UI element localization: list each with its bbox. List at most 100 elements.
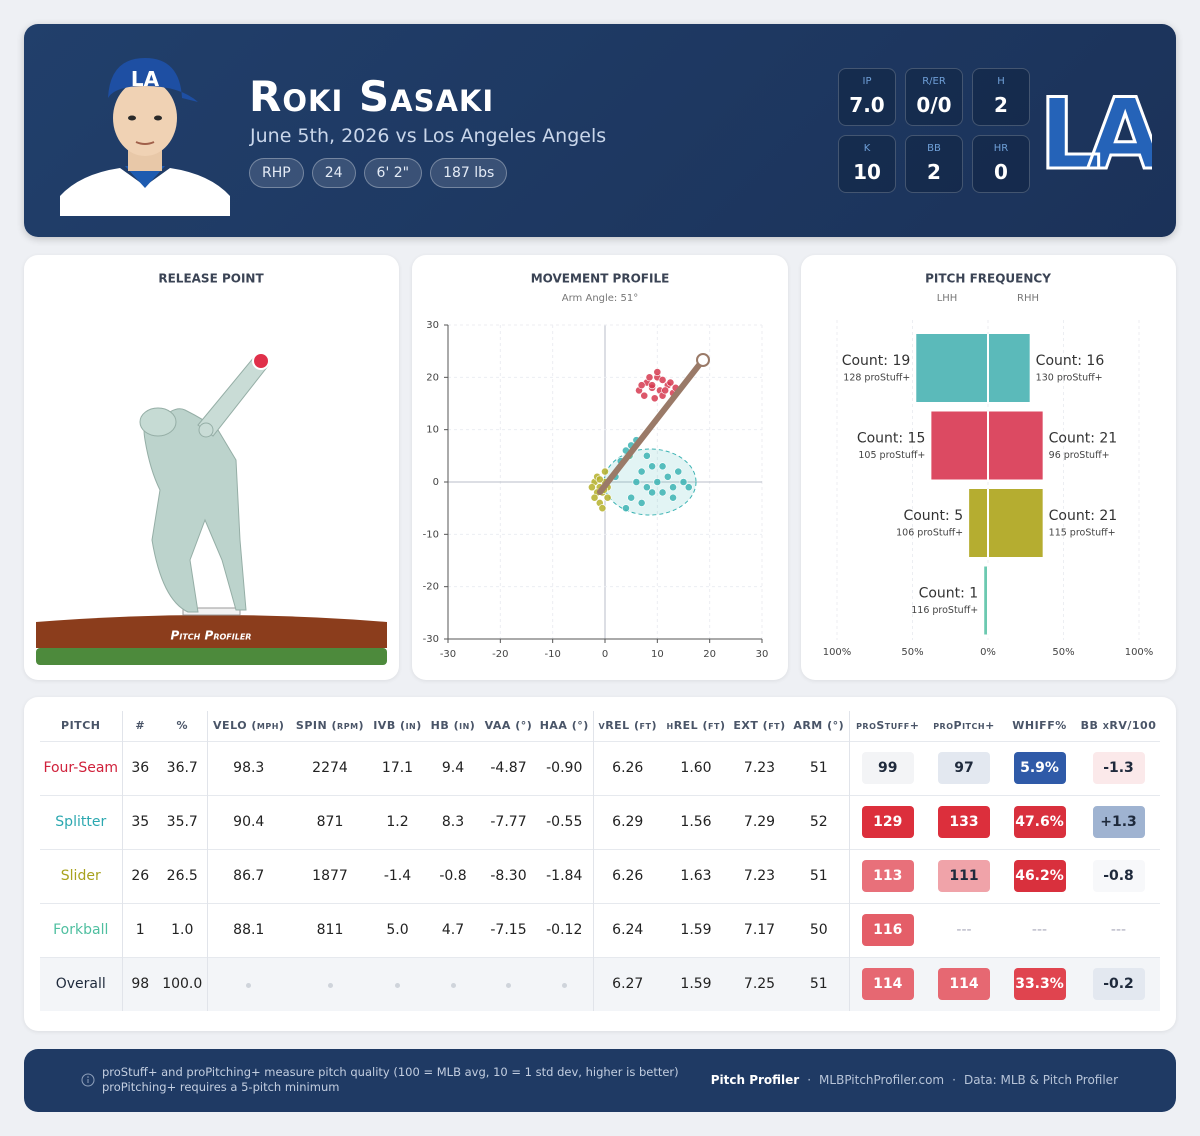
legend-label: RHH bbox=[1017, 293, 1039, 304]
badge: 46.2% bbox=[1013, 860, 1066, 892]
x-tick-label: 100% bbox=[823, 647, 852, 658]
table-row: Forkball 1 1.0 88.1 811 5.0 4.7 -7.15 -0.12 6.24 1… bbox=[40, 902, 1160, 957]
cell: 1.59 bbox=[662, 902, 730, 957]
metric-cell: --- bbox=[1077, 902, 1160, 957]
metric-cell: 114 bbox=[849, 956, 926, 1011]
cell: 26 bbox=[122, 848, 158, 903]
point bbox=[601, 467, 609, 476]
note: proPitching+ requires a 5-pitch minimum bbox=[102, 1080, 340, 1094]
y-tick-label: -10 bbox=[423, 529, 439, 540]
badge: 113 bbox=[861, 860, 914, 892]
stuff-label: 116 proStuff+ bbox=[911, 605, 978, 616]
point bbox=[679, 478, 688, 486]
metric-cell: 129 bbox=[849, 794, 926, 849]
badge: 99 bbox=[861, 752, 914, 784]
cell: 6.26 bbox=[593, 740, 662, 795]
cell: 871 bbox=[290, 794, 370, 849]
point bbox=[603, 493, 612, 502]
cell: 17.1 bbox=[370, 740, 425, 795]
chip: 24 bbox=[311, 158, 356, 188]
cell: 98.3 bbox=[207, 740, 290, 795]
column-header: BB xRV/100 bbox=[1080, 719, 1157, 733]
column-header: PITCH bbox=[40, 711, 123, 741]
point bbox=[632, 478, 641, 486]
cell: 36.7 bbox=[158, 740, 208, 795]
cell: 6.29 bbox=[593, 794, 662, 849]
dot bbox=[450, 983, 456, 989]
metric-cell: 113 bbox=[849, 848, 926, 903]
brand-link[interactable]: Pitch Profiler bbox=[710, 1073, 800, 1087]
cell: -0.55 bbox=[536, 794, 594, 849]
point bbox=[661, 386, 670, 395]
empty-cell bbox=[481, 956, 536, 1011]
footer: proStuff+ and proPitching+ measure pitch… bbox=[24, 1049, 1176, 1112]
badge: 114 bbox=[861, 968, 914, 1001]
dot bbox=[246, 983, 252, 989]
column-header: HB (in) bbox=[430, 719, 476, 733]
x-tick-label: 0 bbox=[602, 649, 608, 660]
separator: · bbox=[952, 1073, 956, 1087]
point bbox=[637, 381, 646, 390]
stat-box: HR 0 bbox=[972, 135, 1030, 193]
cell: 9.4 bbox=[425, 740, 481, 795]
note: proStuff+ and proPitching+ measure pitch… bbox=[102, 1065, 679, 1079]
table: PITCH #% VELO (mph) SPIN (rpm) IVB (in) HB (i… bbox=[40, 711, 1160, 1011]
badge: 97 bbox=[938, 752, 990, 784]
cell: -8.30 bbox=[481, 848, 536, 903]
empty-cell bbox=[370, 956, 425, 1011]
cell: 51 bbox=[789, 956, 850, 1011]
point bbox=[642, 451, 651, 460]
x-tick-label: -20 bbox=[492, 649, 508, 660]
point bbox=[669, 493, 677, 502]
point bbox=[640, 391, 649, 400]
stat-label: R/ER bbox=[922, 76, 946, 87]
arm-angle-end bbox=[696, 353, 710, 367]
metric-cell: -1.3 bbox=[1077, 740, 1160, 795]
metric-cell: 133 bbox=[926, 794, 1002, 849]
table-row: Overall 98 100.0 6.27 1.59 7.25 51 114 114 33.3% -… bbox=[40, 956, 1160, 1011]
table-row: Splitter 35 35.7 90.4 871 1.2 8.3 -7.77 -0.55 6.2… bbox=[40, 794, 1160, 849]
player-name: Roki Sasaki bbox=[249, 72, 495, 121]
brand: Pitch Profiler bbox=[171, 629, 252, 643]
point bbox=[650, 394, 659, 403]
column-header: % bbox=[158, 711, 208, 741]
y-tick-label: 0 bbox=[433, 477, 439, 488]
cell: -7.15 bbox=[481, 902, 536, 957]
cell: 86.7 bbox=[207, 848, 290, 903]
metric-cell: --- bbox=[1002, 902, 1077, 957]
point bbox=[658, 488, 667, 497]
metric-cell: +1.3 bbox=[1077, 794, 1160, 849]
y-tick-label: 20 bbox=[426, 372, 439, 383]
x-tick-label: -10 bbox=[544, 649, 560, 660]
x-tick-label: 30 bbox=[756, 649, 769, 660]
logo-text: LA bbox=[1042, 78, 1152, 192]
point bbox=[648, 462, 656, 471]
team-logo: LA bbox=[1042, 77, 1152, 194]
x-tick-label: -30 bbox=[440, 649, 456, 660]
column-header: proStuff+ bbox=[856, 719, 920, 733]
table-row: Slider 26 26.5 86.7 1877 -1.4 -0.8 -8.30 -1.84 6.… bbox=[40, 848, 1160, 903]
empty-cell bbox=[425, 956, 481, 1011]
metric-cell: 116 bbox=[849, 902, 926, 957]
count-label: Count: 19 bbox=[842, 353, 911, 369]
stat-value: 2 bbox=[994, 93, 1008, 117]
stuff-label: 96 proStuff+ bbox=[1049, 450, 1110, 461]
badge: -1.3 bbox=[1092, 752, 1145, 784]
metric-cell: -0.8 bbox=[1077, 848, 1160, 903]
stat-box: R/ER 0/0 bbox=[905, 68, 963, 126]
x-tick-label: 10 bbox=[651, 649, 664, 660]
point bbox=[658, 376, 667, 384]
pitch-name: Slider bbox=[40, 848, 123, 903]
site-link[interactable]: MLBPitchProfiler.com bbox=[819, 1073, 945, 1087]
cell: 98 bbox=[122, 956, 158, 1011]
cell: 90.4 bbox=[207, 794, 290, 849]
count-label: Count: 21 bbox=[1049, 431, 1118, 447]
badge: --- bbox=[1031, 922, 1048, 938]
cell: 1877 bbox=[290, 848, 370, 903]
cell: 7.17 bbox=[730, 902, 789, 957]
point bbox=[653, 368, 662, 376]
badge: 47.6% bbox=[1013, 806, 1066, 838]
point bbox=[663, 472, 672, 481]
panel bbox=[412, 255, 788, 680]
